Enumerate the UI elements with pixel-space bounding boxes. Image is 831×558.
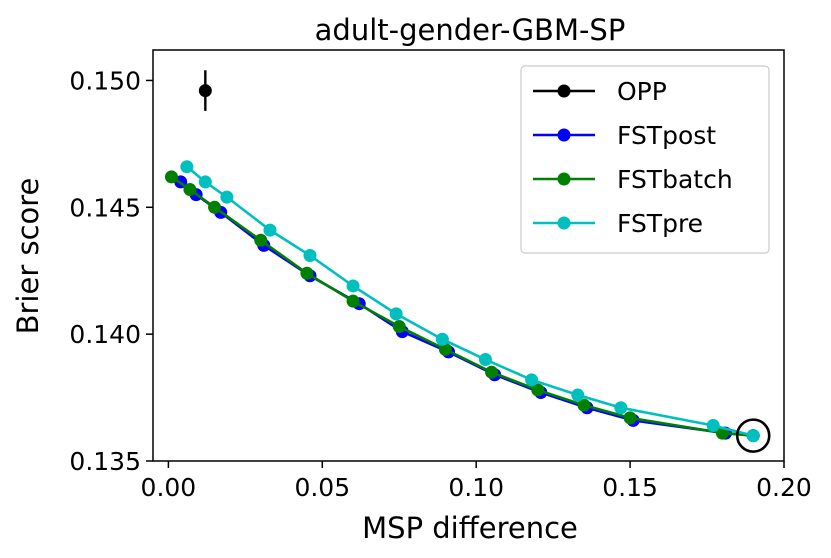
y-axis-label: Brier score [11,178,45,335]
x-axis-label: MSP difference [362,511,578,545]
data-point-fstbatch [300,266,314,280]
data-point-fstpre [263,223,277,237]
legend-swatch-marker-fstpost [557,128,571,142]
data-point-fstpre [346,279,360,293]
data-point-fstbatch [485,365,499,379]
series-fstpre [180,160,760,443]
data-point-fstbatch [183,183,197,197]
legend-label-fstpost: FSTpost [617,121,716,150]
highlight-circle-marker [735,418,771,453]
data-point-fstpre [614,401,628,415]
legend-label-fstpre: FSTpre [617,209,703,238]
series-line-fstpre [186,165,754,437]
data-point-fstpre [706,418,720,432]
data-point-fstbatch [208,200,222,214]
series-line-fstbatch [170,175,754,437]
data-point-fstpre [180,160,194,174]
data-point-fstbatch [164,170,178,184]
series-opp [198,70,212,111]
legend-swatch-marker-fstpre [557,216,571,230]
data-point-fstpre [303,249,317,262]
legend-label-fstbatch: FSTbatch [617,165,733,194]
x-tick-label: 0.20 [756,473,812,502]
data-point-fstpre [525,373,539,387]
y-tick-label: 0.135 [69,447,141,476]
x-tick-label: 0.10 [448,473,504,502]
x-tick-label: 0.15 [602,473,658,502]
chart-title: adult-gender-GBM-SP [315,13,626,47]
data-point-fstpre [435,332,449,346]
axes-frame [152,49,785,462]
legend-frame [520,65,770,254]
legend: OPP FSTpost FSTbatch FSTpre [520,65,770,254]
data-point-opp [198,84,212,98]
data-point-fstbatch [577,398,591,412]
y-tick-label: 0.140 [69,320,141,349]
data-point-fstbatch [254,233,268,247]
data-point-fstbatch [346,294,360,308]
x-tick-label: 0.00 [141,473,197,502]
data-point-fstbatch [531,383,545,397]
x-tick-label: 0.05 [294,473,350,502]
data-point-fstbatch [438,342,452,356]
legend-label-opp: OPP [617,77,667,106]
data-point-fstpre [746,429,760,443]
data-point-fstpre [478,353,492,367]
data-point-fstpre [389,307,403,321]
series-fstbatch [164,170,760,443]
legend-swatch-marker-fstbatch [557,172,571,186]
plot-area: 0.00 0.05 0.10 0.15 0.20 0.135 0.140 0.145 0.150 [69,49,812,502]
data-point-fstpre [571,388,585,402]
data-point-fstbatch [392,320,406,334]
data-point-fstpre [198,175,212,189]
data-point-fstpre [220,190,234,204]
y-tick-label: 0.145 [69,193,141,222]
legend-swatch-marker-opp [557,84,571,98]
data-point-fstbatch [623,411,637,425]
y-tick-label: 0.150 [69,66,141,95]
